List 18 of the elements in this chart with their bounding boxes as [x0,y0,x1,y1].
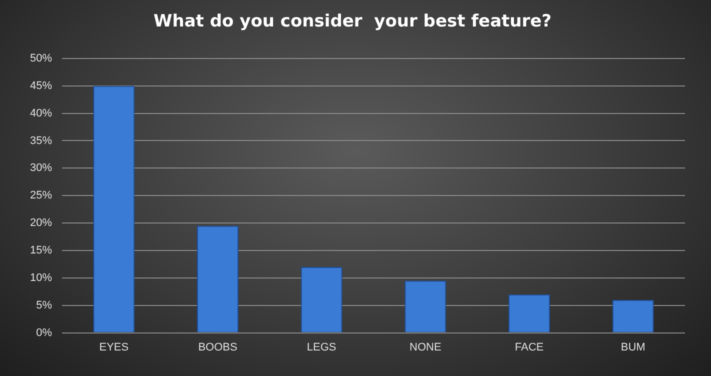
y-tick-label: 45% [30,80,52,92]
y-tick-label: 25% [30,190,52,202]
x-tick-label: LEGS [306,341,336,354]
x-tick-label: FACE [514,341,544,354]
y-tick-label: 35% [30,134,52,147]
y-tick-label: 0% [36,326,52,339]
x-tick-label: BOOBS [198,341,238,354]
chart-title: What do you consider your best feature? [153,12,552,32]
y-tick-label: 30% [30,162,52,174]
y-tick-label: 20% [30,217,52,230]
y-tick-label: 10% [30,272,52,284]
y-tick-label: 40% [30,107,52,120]
x-tick-label: NONE [410,341,442,354]
y-tick-label: 50% [30,52,52,64]
y-tick-label: 15% [30,244,52,257]
y-tick-label: 5% [36,299,52,312]
x-tick-label: BUM [620,341,646,354]
x-tick-label: EYES [99,341,129,354]
